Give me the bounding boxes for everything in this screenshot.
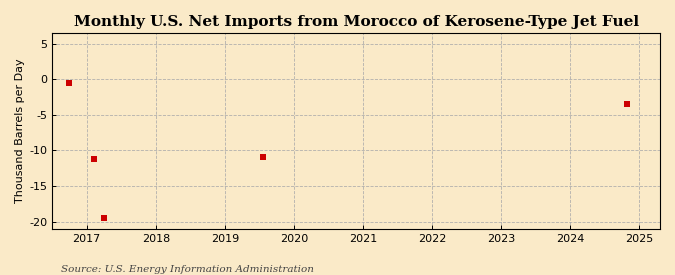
Text: Source: U.S. Energy Information Administration: Source: U.S. Energy Information Administ… — [61, 265, 314, 274]
Y-axis label: Thousand Barrels per Day: Thousand Barrels per Day — [15, 59, 25, 203]
Title: Monthly U.S. Net Imports from Morocco of Kerosene-Type Jet Fuel: Monthly U.S. Net Imports from Morocco of… — [74, 15, 639, 29]
